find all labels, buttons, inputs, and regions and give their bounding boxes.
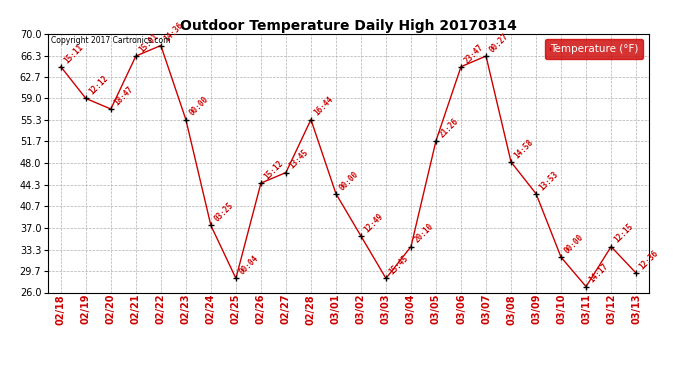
Title: Outdoor Temperature Daily High 20170314: Outdoor Temperature Daily High 20170314 bbox=[180, 19, 517, 33]
Text: 00:00: 00:00 bbox=[187, 95, 210, 118]
Text: 15:45: 15:45 bbox=[387, 254, 410, 277]
Text: 12:36: 12:36 bbox=[638, 249, 660, 272]
Text: 15:12: 15:12 bbox=[262, 159, 285, 182]
Text: 00:00: 00:00 bbox=[337, 169, 360, 192]
Text: Copyright 2017 Cartronics.com: Copyright 2017 Cartronics.com bbox=[51, 36, 171, 45]
Legend: Temperature (°F): Temperature (°F) bbox=[544, 39, 643, 59]
Text: 16:44: 16:44 bbox=[312, 95, 335, 118]
Text: 15:11: 15:11 bbox=[62, 42, 85, 65]
Text: 00:00: 00:00 bbox=[562, 233, 585, 255]
Text: 18:47: 18:47 bbox=[112, 84, 135, 107]
Text: 23:47: 23:47 bbox=[462, 42, 485, 65]
Text: 20:10: 20:10 bbox=[412, 222, 435, 245]
Text: 12:15: 12:15 bbox=[612, 222, 635, 245]
Text: 14:17: 14:17 bbox=[587, 262, 610, 285]
Text: 14:36: 14:36 bbox=[162, 21, 185, 44]
Text: 00:04: 00:04 bbox=[237, 254, 260, 277]
Text: 03:25: 03:25 bbox=[212, 201, 235, 224]
Text: 13:53: 13:53 bbox=[538, 169, 560, 192]
Text: 12:12: 12:12 bbox=[87, 74, 110, 97]
Text: 00:27: 00:27 bbox=[487, 32, 510, 54]
Text: 21:26: 21:26 bbox=[437, 116, 460, 139]
Text: 12:49: 12:49 bbox=[362, 211, 385, 234]
Text: 13:45: 13:45 bbox=[287, 148, 310, 171]
Text: 15:01: 15:01 bbox=[137, 32, 160, 54]
Text: 14:58: 14:58 bbox=[512, 138, 535, 160]
